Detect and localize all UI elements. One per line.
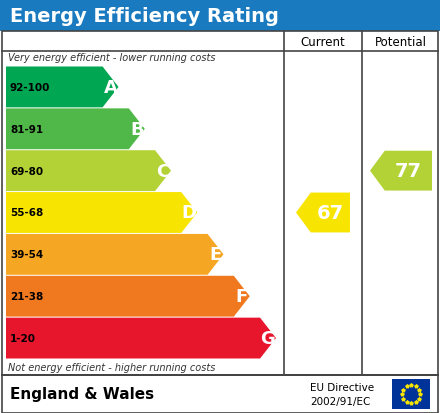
Polygon shape bbox=[6, 151, 171, 192]
Text: EU Directive
2002/91/EC: EU Directive 2002/91/EC bbox=[310, 382, 374, 406]
Text: 21-38: 21-38 bbox=[10, 292, 43, 301]
Text: 1-20: 1-20 bbox=[10, 333, 36, 343]
Polygon shape bbox=[6, 67, 118, 108]
Polygon shape bbox=[370, 151, 432, 191]
Text: A: A bbox=[103, 79, 117, 97]
Polygon shape bbox=[6, 234, 224, 275]
Bar bbox=[2, 32, 438, 375]
Text: D: D bbox=[182, 204, 197, 222]
Text: Current: Current bbox=[301, 36, 345, 48]
Polygon shape bbox=[6, 109, 145, 150]
Polygon shape bbox=[6, 318, 276, 358]
Text: 92-100: 92-100 bbox=[10, 83, 50, 93]
Polygon shape bbox=[6, 276, 250, 317]
Text: F: F bbox=[236, 287, 248, 306]
Text: Very energy efficient - lower running costs: Very energy efficient - lower running co… bbox=[8, 53, 216, 63]
Text: E: E bbox=[209, 246, 222, 264]
Text: 39-54: 39-54 bbox=[10, 250, 43, 260]
Text: England & Wales: England & Wales bbox=[10, 387, 154, 401]
Text: Not energy efficient - higher running costs: Not energy efficient - higher running co… bbox=[8, 362, 215, 372]
Bar bbox=[392, 379, 430, 409]
Bar bbox=[0, 0, 440, 32]
Text: Potential: Potential bbox=[375, 36, 427, 48]
Text: B: B bbox=[130, 121, 143, 138]
Polygon shape bbox=[6, 192, 197, 233]
Bar bbox=[2, 375, 438, 413]
Text: 67: 67 bbox=[317, 204, 344, 223]
Polygon shape bbox=[296, 193, 350, 233]
Text: Energy Efficiency Rating: Energy Efficiency Rating bbox=[10, 7, 279, 26]
Text: 77: 77 bbox=[395, 162, 422, 181]
Text: G: G bbox=[260, 329, 275, 347]
Text: 69-80: 69-80 bbox=[10, 166, 43, 176]
Text: 81-91: 81-91 bbox=[10, 124, 43, 135]
Text: 55-68: 55-68 bbox=[10, 208, 43, 218]
Text: C: C bbox=[156, 162, 170, 180]
